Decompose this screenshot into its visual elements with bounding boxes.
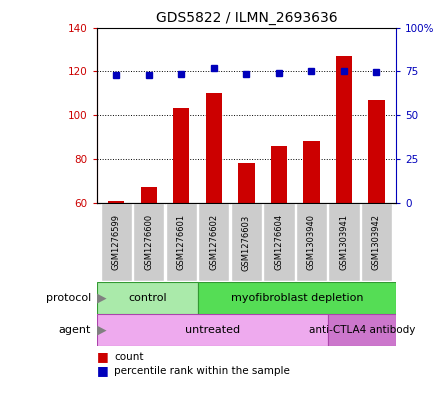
Bar xyxy=(108,202,125,203)
Bar xyxy=(361,204,392,281)
Bar xyxy=(97,282,198,314)
Text: GSM1303940: GSM1303940 xyxy=(307,215,316,270)
Bar xyxy=(328,314,396,346)
Bar xyxy=(296,204,327,281)
Text: ■: ■ xyxy=(97,350,109,363)
Bar xyxy=(133,204,165,281)
Text: protocol: protocol xyxy=(46,293,91,303)
Text: count: count xyxy=(114,352,144,362)
Bar xyxy=(303,141,319,203)
Bar xyxy=(97,314,328,346)
Bar xyxy=(238,163,254,203)
Text: GSM1276603: GSM1276603 xyxy=(242,214,251,270)
Bar xyxy=(101,204,132,281)
Bar xyxy=(141,187,157,203)
Bar xyxy=(271,146,287,203)
Text: control: control xyxy=(128,293,166,303)
Text: ■: ■ xyxy=(97,364,109,377)
Bar xyxy=(173,108,190,203)
Bar xyxy=(166,204,197,281)
Bar xyxy=(368,100,385,203)
Text: GSM1276601: GSM1276601 xyxy=(177,214,186,270)
Text: ▶: ▶ xyxy=(97,323,106,336)
Title: GDS5822 / ILMN_2693636: GDS5822 / ILMN_2693636 xyxy=(156,11,337,25)
Text: GSM1276599: GSM1276599 xyxy=(112,215,121,270)
Text: GSM1276602: GSM1276602 xyxy=(209,214,218,270)
Bar xyxy=(328,204,359,281)
Bar xyxy=(198,204,230,281)
Text: anti-CTLA4 antibody: anti-CTLA4 antibody xyxy=(309,325,415,335)
Text: ▶: ▶ xyxy=(97,292,106,305)
Bar xyxy=(206,93,222,203)
Text: percentile rank within the sample: percentile rank within the sample xyxy=(114,366,290,376)
Text: myofibroblast depletion: myofibroblast depletion xyxy=(231,293,363,303)
Text: GSM1276600: GSM1276600 xyxy=(144,214,153,270)
Bar xyxy=(231,204,262,281)
Bar xyxy=(336,56,352,203)
Text: GSM1303941: GSM1303941 xyxy=(340,215,348,270)
Text: untreated: untreated xyxy=(185,325,240,335)
Text: agent: agent xyxy=(59,325,91,335)
Text: GSM1276604: GSM1276604 xyxy=(275,214,283,270)
Text: GSM1303942: GSM1303942 xyxy=(372,215,381,270)
Bar xyxy=(263,204,294,281)
Bar xyxy=(198,282,396,314)
